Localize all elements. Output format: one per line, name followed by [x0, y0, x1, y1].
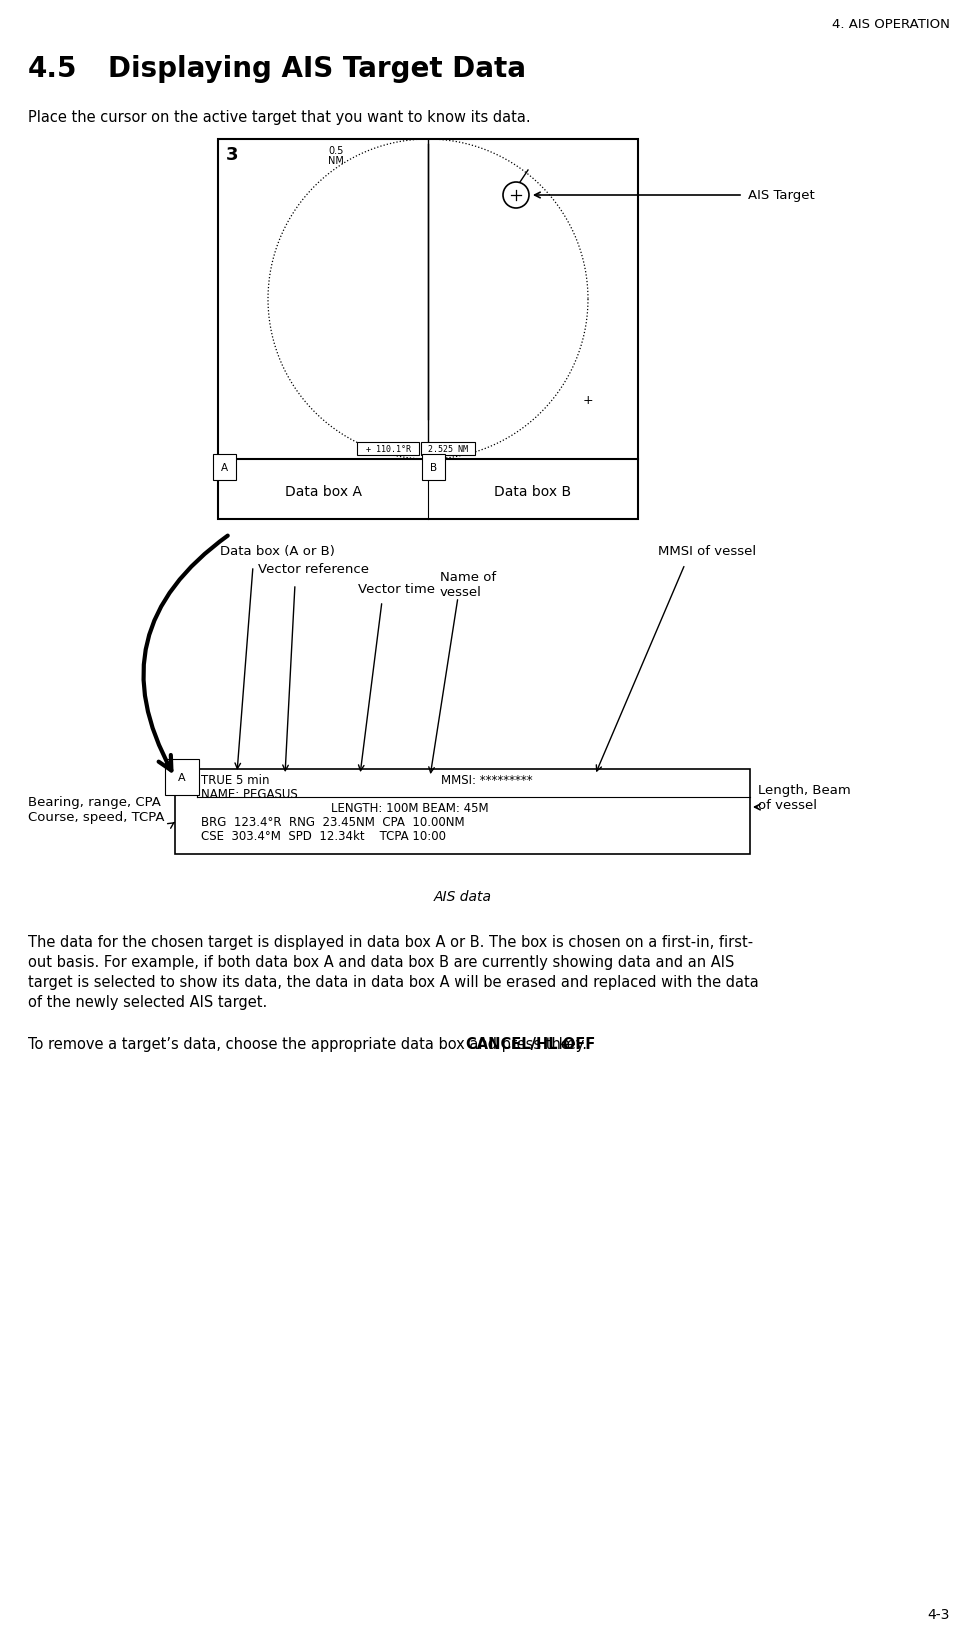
Text: LENGTH: 100M BEAM: 45M: LENGTH: 100M BEAM: 45M: [331, 801, 489, 815]
Text: 4.5: 4.5: [28, 56, 78, 84]
Text: target is selected to show its data, the data in data box A will be erased and r: target is selected to show its data, the…: [28, 975, 759, 990]
Text: Length, Beam
of vessel: Length, Beam of vessel: [758, 783, 850, 811]
Text: The data for the chosen target is displayed in data box A or B. The box is chose: The data for the chosen target is displa…: [28, 934, 753, 949]
Text: NAME: PEGASUS: NAME: PEGASUS: [201, 787, 298, 800]
Text: key.: key.: [554, 1036, 587, 1051]
Text: out basis. For example, if both data box A and data box B are currently showing : out basis. For example, if both data box…: [28, 954, 734, 969]
Text: A: A: [178, 772, 186, 782]
Text: of the newly selected AIS target.: of the newly selected AIS target.: [28, 995, 267, 1010]
Text: AIS Target: AIS Target: [748, 190, 814, 202]
Text: BRG  123.4°R  RNG  23.45NM  CPA  10.00NM: BRG 123.4°R RNG 23.45NM CPA 10.00NM: [201, 816, 465, 828]
Bar: [357, 443, 419, 456]
Text: 4-3: 4-3: [927, 1606, 950, 1621]
Text: NM: NM: [328, 156, 344, 166]
Text: 2.525 NM: 2.525 NM: [428, 444, 468, 454]
Text: B: B: [430, 462, 437, 472]
Text: MMSI: *********: MMSI: *********: [441, 774, 533, 787]
Text: CANCEL/HL OFF: CANCEL/HL OFF: [466, 1036, 595, 1051]
Text: MMSI of vessel: MMSI of vessel: [658, 544, 756, 557]
Text: Data box A: Data box A: [284, 485, 361, 498]
Text: CSE  303.4°M  SPD  12.34kt    TCPA 10:00: CSE 303.4°M SPD 12.34kt TCPA 10:00: [201, 829, 446, 842]
Text: A: A: [221, 462, 228, 472]
Text: Bearing, range, CPA
Course, speed, TCPA: Bearing, range, CPA Course, speed, TCPA: [28, 795, 165, 823]
Text: Data box B: Data box B: [495, 485, 572, 498]
Text: Vector reference: Vector reference: [258, 562, 369, 575]
Text: Place the cursor on the active target that you want to know its data.: Place the cursor on the active target th…: [28, 110, 531, 125]
Text: 0.5: 0.5: [328, 146, 344, 156]
Text: AIS data: AIS data: [433, 890, 492, 903]
Text: 3: 3: [226, 146, 239, 164]
Text: + 110.1°R: + 110.1°R: [365, 444, 410, 454]
Text: TRUE 5 min: TRUE 5 min: [201, 774, 270, 787]
Bar: [218, 139, 638, 520]
Text: +: +: [582, 393, 593, 406]
Text: Data box (A or B): Data box (A or B): [220, 544, 335, 557]
Text: 4. AIS OPERATION: 4. AIS OPERATION: [832, 18, 950, 31]
Text: To remove a target’s data, choose the appropriate data box and press the: To remove a target’s data, choose the ap…: [28, 1036, 575, 1051]
Text: Displaying AIS Target Data: Displaying AIS Target Data: [108, 56, 526, 84]
Bar: [421, 443, 475, 456]
Text: Vector time: Vector time: [358, 582, 435, 595]
Bar: [175, 770, 750, 854]
Text: Name of
vessel: Name of vessel: [440, 570, 496, 598]
